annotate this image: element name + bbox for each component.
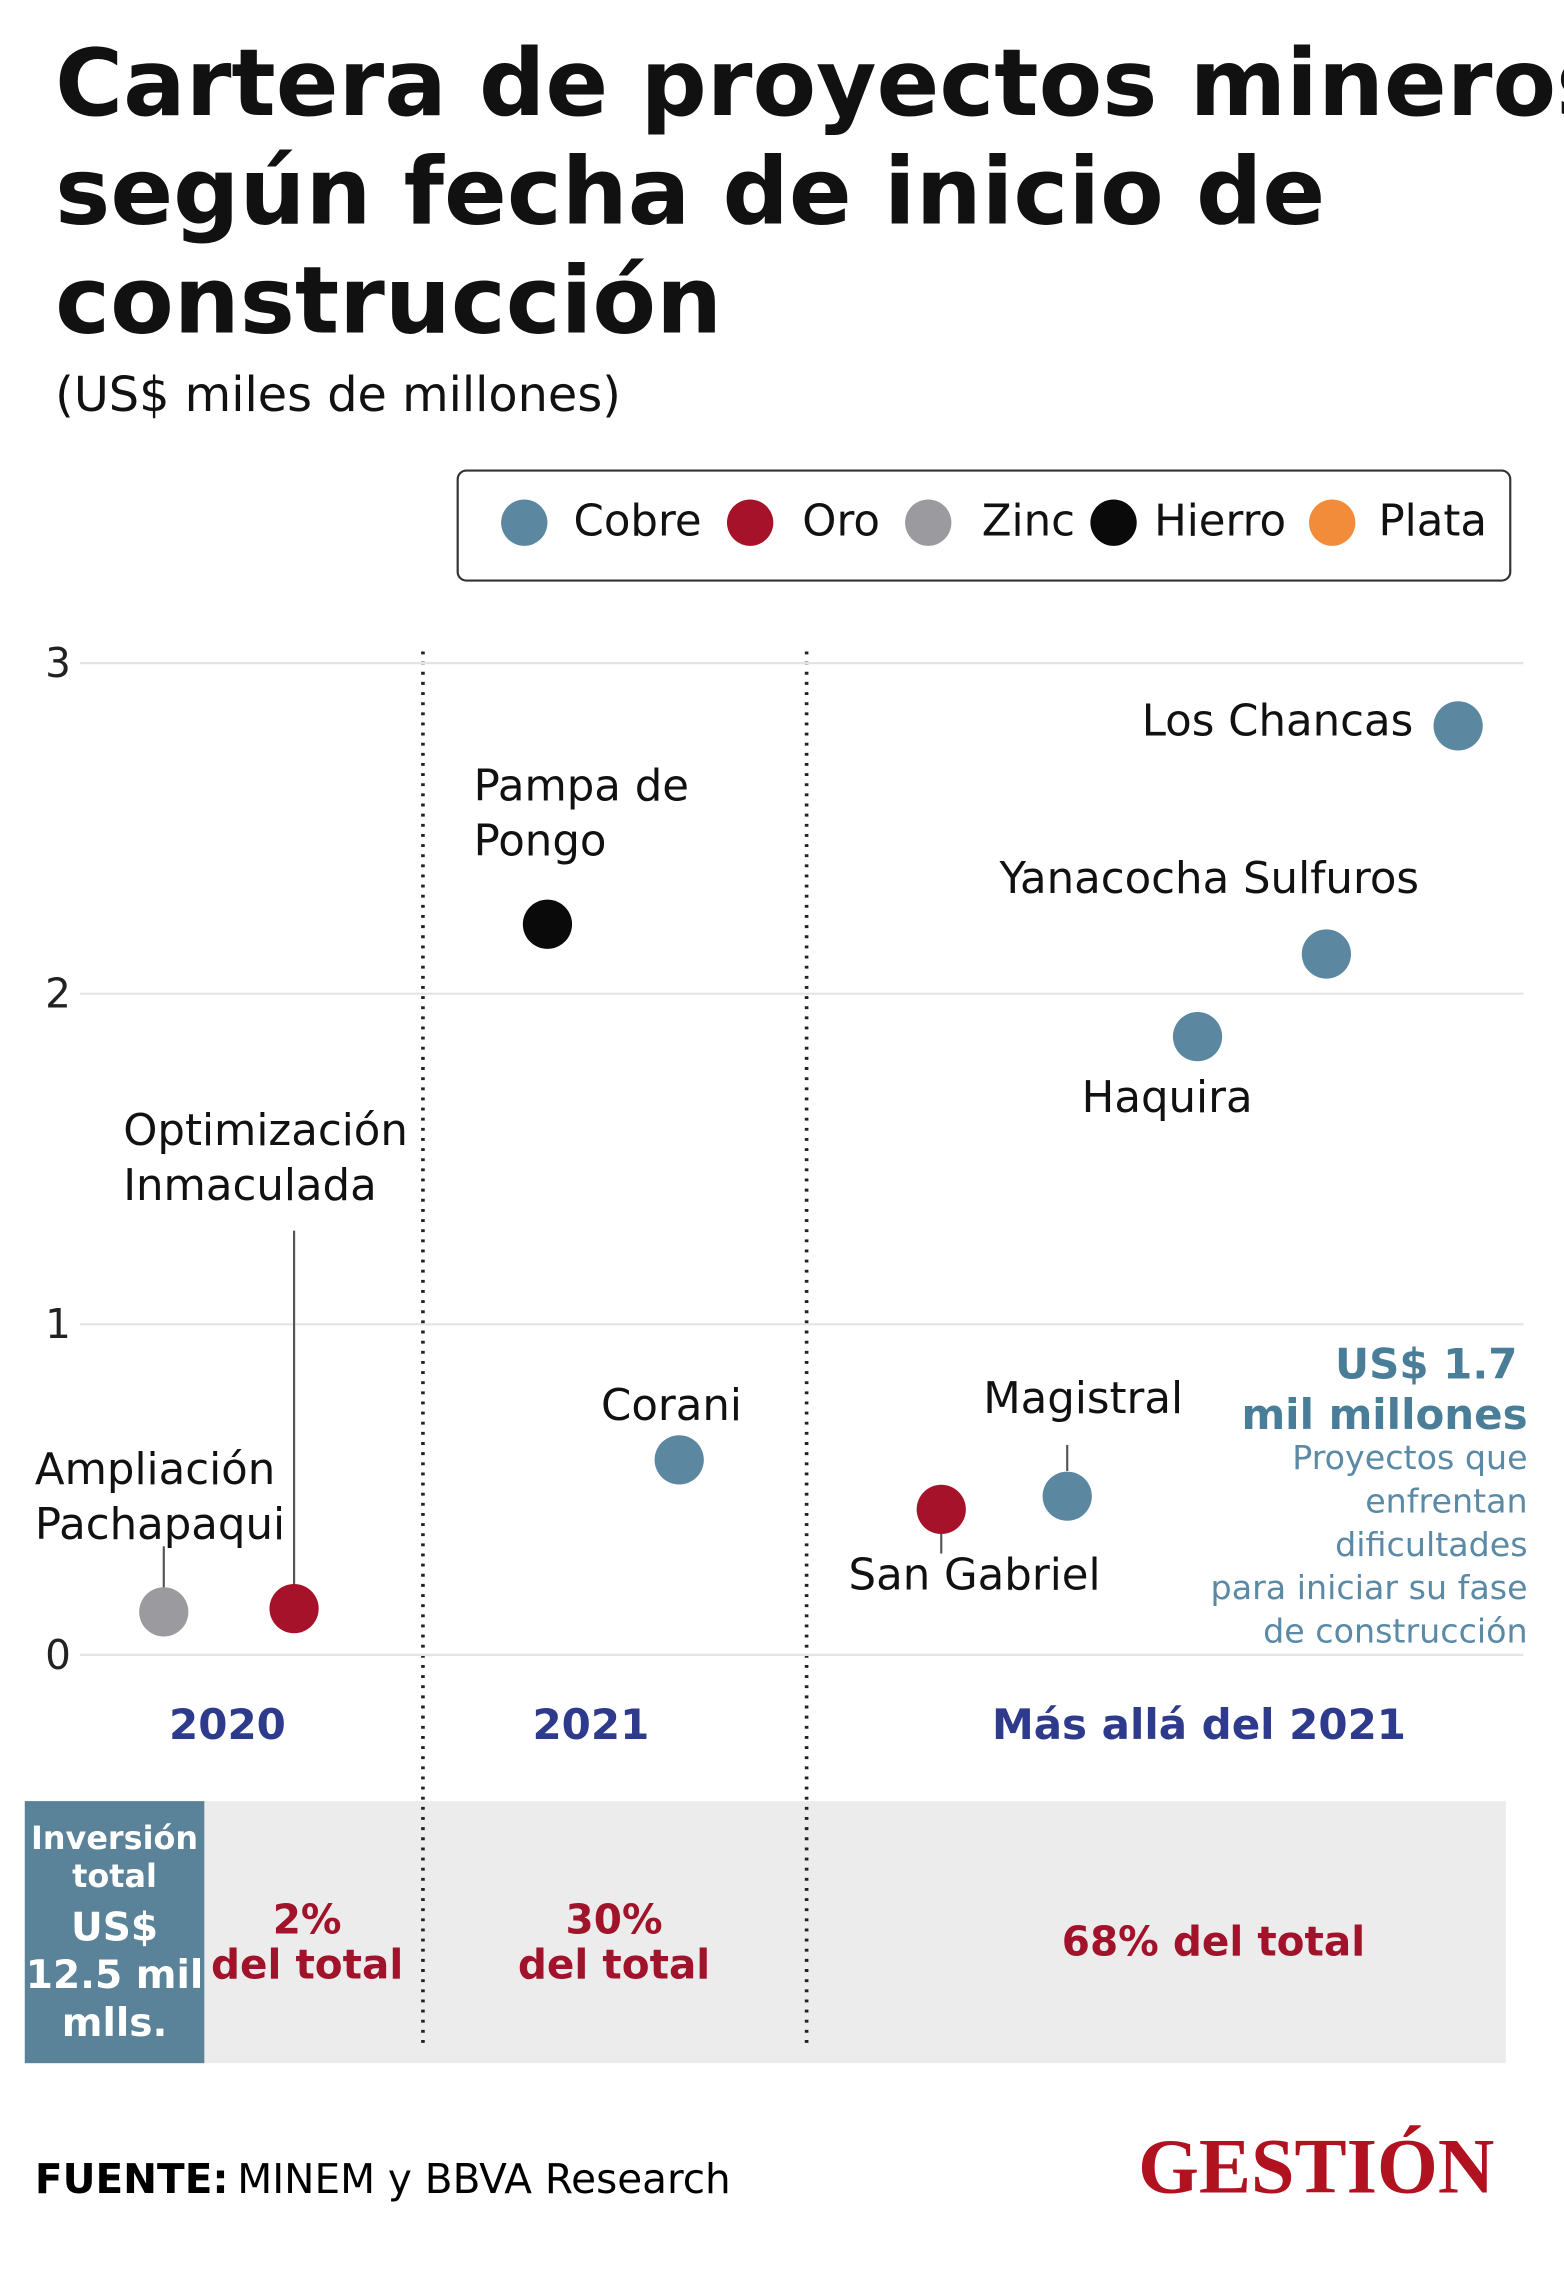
legend-label: Zinc (982, 497, 1075, 547)
point-label: Los Chancas (1142, 696, 1414, 746)
point-label: Magistral (983, 1374, 1183, 1424)
title-line: Cartera de proyectos mineros (55, 29, 1564, 137)
y-tick-label: 2 (45, 970, 71, 1018)
brand: GESTIÓN (1138, 2123, 1494, 2210)
total-label: Inversión (31, 1819, 198, 1857)
annotation-text: Proyectos que (1292, 1438, 1527, 1477)
legend-box (456, 469, 1512, 582)
totals-band (24, 1801, 1506, 2064)
y-tick-label: 3 (45, 639, 71, 687)
y-tick-label: 1 (45, 1300, 71, 1348)
point (139, 1587, 189, 1637)
point-label: Yanacocha Sulfuros (998, 854, 1419, 904)
total-amount: 12.5 mil (26, 1953, 204, 1998)
share: del total (211, 1941, 403, 1989)
legend-marker (905, 499, 952, 546)
point (1042, 1471, 1092, 1521)
point-label: Pachapaqui (35, 1500, 285, 1550)
group-label: 2020 (169, 1700, 286, 1749)
point-label: Corani (601, 1381, 742, 1431)
point-label: Pampa de (474, 762, 689, 812)
point (522, 899, 573, 949)
total-amount: US$ (71, 1905, 158, 1950)
legend-marker (501, 499, 548, 546)
annotation-text: de construcción (1263, 1612, 1528, 1651)
total-box (24, 1801, 205, 2064)
point-label: Optimización (123, 1106, 408, 1156)
annotation-text: enfrentan (1365, 1481, 1527, 1520)
total-label: total (72, 1857, 157, 1895)
source: FUENTE: MINEM y BBVA Research (35, 2155, 731, 2203)
point-label: Ampliación (35, 1445, 275, 1495)
annotation-amount: mil millones (1241, 1390, 1527, 1439)
title-line: construcción (55, 246, 722, 354)
point (269, 1583, 319, 1634)
legend-label: Hierro (1154, 497, 1286, 547)
point (1433, 701, 1483, 751)
legend-marker (1309, 499, 1356, 546)
title-line: según fecha de inicio de (55, 138, 1325, 246)
legend-marker (726, 499, 774, 546)
legend-label: Oro (802, 497, 880, 547)
point (1301, 929, 1351, 979)
share: 30% (566, 1896, 663, 1944)
source-text: MINEM y BBVA Research (237, 2155, 730, 2203)
share: 68% del total (1062, 1917, 1365, 1965)
annotation-text: para iniciar su fase (1211, 1568, 1528, 1607)
point (916, 1484, 966, 1535)
group-label: Más allá del 2021 (992, 1700, 1406, 1749)
y-tick-label: 0 (45, 1631, 71, 1679)
legend-marker (1090, 499, 1137, 546)
annotation-text: dificultades (1335, 1525, 1527, 1564)
point (654, 1435, 704, 1485)
legend-label: Cobre (574, 497, 702, 547)
source-label: FUENTE: (35, 2155, 229, 2203)
point-label: Haquira (1082, 1073, 1253, 1123)
point-label: Pongo (474, 817, 607, 867)
legend-label: Plata (1379, 497, 1488, 547)
subtitle: (US$ miles de millones) (55, 368, 621, 423)
point-label: Inmaculada (123, 1161, 376, 1211)
point (1172, 1012, 1223, 1062)
point-label: San Gabriel (849, 1551, 1101, 1601)
share: del total (518, 1941, 710, 1989)
share: 2% (273, 1896, 342, 1944)
group-label: 2021 (532, 1700, 649, 1749)
total-amount: mlls. (62, 2001, 168, 2046)
annotation-amount: US$ 1.7 (1335, 1339, 1517, 1388)
